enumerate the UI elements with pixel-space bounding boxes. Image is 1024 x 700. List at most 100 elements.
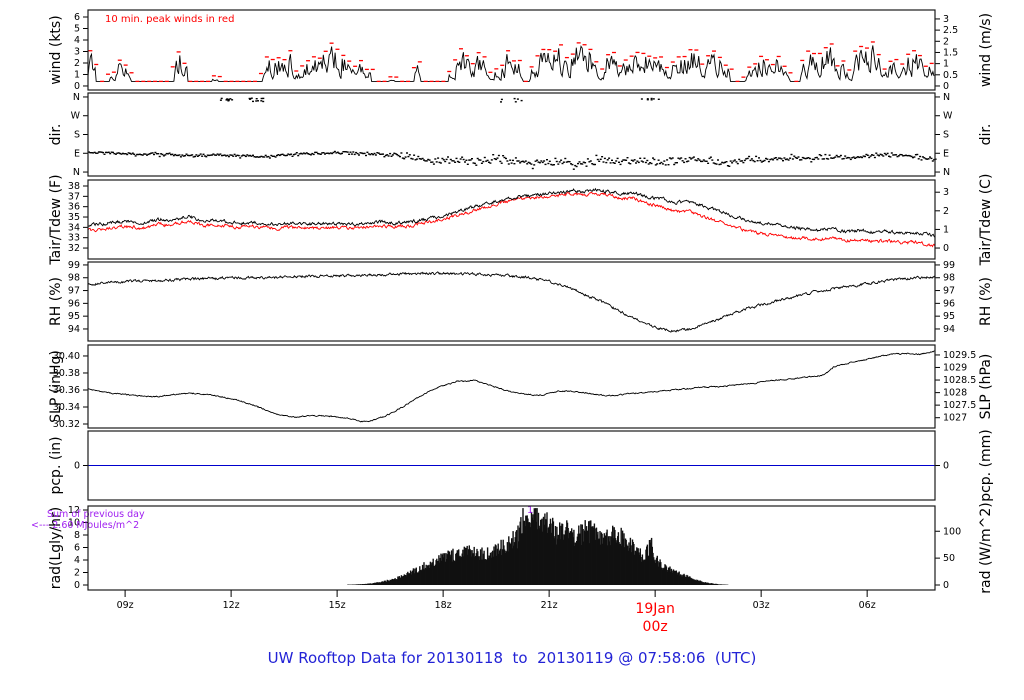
- dir-dot: [749, 159, 752, 162]
- dir-dot: [255, 100, 258, 102]
- dir-dot: [632, 160, 635, 162]
- dir-left-tick-label: N: [73, 167, 80, 178]
- rad-left-tick-label: 10: [68, 518, 80, 529]
- dir-dot: [102, 151, 105, 154]
- wind-right-tick-label: 0: [943, 81, 949, 92]
- rad-bar: [385, 581, 388, 585]
- dir-dot: [161, 153, 164, 156]
- dir-dot: [343, 151, 346, 153]
- dir-dot: [356, 152, 359, 155]
- dir-dot: [280, 153, 283, 156]
- rad-bar: [382, 581, 384, 585]
- dir-dot: [384, 154, 387, 157]
- dir-dot: [247, 155, 250, 157]
- dir-dot: [780, 158, 783, 160]
- dir-dot: [796, 157, 799, 159]
- dir-dot: [194, 155, 196, 158]
- dir-dot: [659, 162, 661, 165]
- dir-dot: [652, 157, 654, 159]
- dir-dot: [256, 156, 259, 158]
- dir-dot: [640, 98, 643, 100]
- rad-bar: [394, 578, 396, 585]
- dir-dot: [705, 160, 708, 162]
- dir-dot: [733, 159, 736, 161]
- rad-bar: [560, 525, 562, 585]
- dir-dot: [758, 157, 760, 159]
- dir-dot: [246, 154, 249, 156]
- dir-dot: [212, 153, 215, 155]
- rad-bar: [409, 570, 412, 585]
- dir-dot: [171, 153, 174, 155]
- dir-dot: [295, 152, 298, 154]
- dir-dot: [663, 160, 666, 162]
- dir-dot: [175, 154, 178, 157]
- dir-dot: [376, 152, 379, 154]
- dir-dot: [447, 156, 449, 158]
- dir-dot: [432, 163, 435, 165]
- dir-dot: [410, 157, 413, 160]
- dir-dot: [386, 154, 389, 156]
- dir-dot: [927, 158, 930, 160]
- dir-dot: [698, 159, 701, 161]
- dir-dot: [578, 161, 581, 163]
- dir-dot: [278, 154, 281, 157]
- dir-dot: [191, 154, 194, 156]
- dir-dot: [868, 156, 871, 159]
- dir-dot: [106, 151, 109, 154]
- rad-bar: [365, 583, 367, 585]
- dir-dot: [575, 165, 578, 168]
- dir-dot: [250, 155, 253, 157]
- rad-bar: [435, 560, 437, 585]
- dir-dot: [732, 160, 735, 162]
- dir-dot: [338, 152, 341, 154]
- dir-dot: [126, 153, 129, 156]
- dir-dot: [206, 154, 209, 156]
- dir-dot: [345, 151, 348, 153]
- dir-dot: [876, 154, 879, 156]
- dir-dot: [787, 159, 790, 161]
- dir-dot: [370, 153, 373, 155]
- dir-dot: [134, 155, 137, 157]
- dir-dot: [791, 158, 794, 160]
- dir-dot: [926, 158, 929, 160]
- dir-dot: [875, 152, 878, 154]
- dir-dot: [676, 162, 678, 164]
- temp-left-tick-label: 38: [68, 181, 80, 192]
- dir-dot: [236, 154, 239, 156]
- dir-dot: [564, 157, 567, 160]
- dir-dot: [417, 155, 420, 158]
- dir-dot: [782, 160, 784, 162]
- dir-dot: [129, 152, 131, 155]
- dir-dot: [396, 153, 399, 156]
- dir-dot: [650, 162, 653, 165]
- dir-dot: [773, 157, 776, 159]
- dir-dot: [456, 160, 459, 163]
- dir-dot: [534, 160, 537, 162]
- dir-dot: [568, 161, 571, 163]
- dir-dot: [910, 155, 913, 158]
- dir-dot: [307, 153, 310, 155]
- dir-dot: [862, 155, 865, 157]
- dir-dot: [227, 98, 230, 101]
- dir-dot: [770, 158, 773, 160]
- pcp-left-axis-title: pcp. (in): [48, 436, 64, 494]
- dir-dot: [449, 158, 452, 161]
- rh-panel-border: [87, 261, 936, 342]
- dir-dot: [848, 157, 851, 159]
- dir-dot: [582, 161, 585, 163]
- rad-bar: [497, 543, 499, 585]
- rad-right-tick-label: 50: [943, 553, 955, 564]
- dir-dot: [919, 155, 922, 158]
- rad-left-tick-label: 12: [68, 505, 80, 516]
- dir-dot: [561, 162, 564, 165]
- dir-dot: [222, 154, 225, 157]
- dir-dot: [181, 154, 184, 156]
- dir-dot: [835, 154, 838, 157]
- dir-dot: [921, 156, 924, 158]
- dir-dot: [174, 153, 177, 156]
- x-axis-label-00z: 00z: [643, 619, 668, 635]
- dir-dot: [729, 160, 732, 162]
- dir-dot: [404, 156, 407, 158]
- dir-dot: [162, 155, 165, 157]
- dir-dot: [708, 157, 711, 160]
